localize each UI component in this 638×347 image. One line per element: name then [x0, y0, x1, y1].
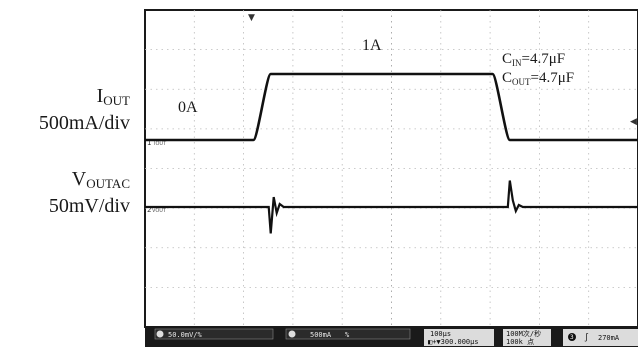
vout-axis-label: VOUTAC 50mV/div: [49, 168, 130, 218]
trigger-slope-icon: ∫: [584, 333, 589, 342]
trigger-position-marker: ▼: [248, 13, 255, 23]
status-ch2-scale: 500mA: [310, 331, 332, 339]
channel-1-label: IOUT: [154, 141, 167, 147]
annotation-cout: COUT=4.7μF: [502, 70, 574, 87]
iout-axis-label: IOUT 500mA/div: [39, 85, 130, 135]
status-trigger-level: 270mA: [598, 334, 620, 342]
status-time-offset: ◧+▼300.000μs: [428, 338, 479, 346]
annotation-cin: CIN=4.7μF: [502, 51, 565, 68]
status-timebase: 100μs: [430, 330, 451, 338]
channel-2-marker: 2: [147, 206, 151, 214]
trigger-level-marker: ◀: [630, 117, 637, 127]
channel-1-marker: 1: [147, 139, 151, 147]
annotation-0a: 0A: [178, 99, 198, 116]
channel-2-label: VOUT: [152, 208, 167, 214]
vout-scale: 50mV/div: [48, 195, 130, 217]
trigger-channel-icon: [568, 333, 576, 341]
iout-trace: [145, 72, 638, 142]
voutac-trace: [145, 180, 638, 234]
status-ch1-scale: 50.0mV/%: [168, 331, 203, 339]
ch2-indicator-icon: [288, 330, 296, 338]
status-ch2-extra: %: [345, 331, 350, 339]
grid: [145, 10, 638, 327]
vout-name: VOUTAC: [71, 168, 130, 191]
scope-status-bar: 50.0mV/% 500mA % 100μs ◧+▼300.000μs 100M…: [145, 327, 638, 347]
iout-scale: 500mA/div: [38, 112, 130, 134]
status-trigger-channel: 3: [570, 334, 574, 341]
ch1-indicator-icon: [156, 330, 164, 338]
status-sample-rate: 100M次/秒: [506, 329, 541, 338]
status-record-length: 100k 点: [506, 338, 534, 346]
annotation-1a: 1A: [362, 37, 382, 54]
iout-name: IOUT: [96, 85, 130, 108]
